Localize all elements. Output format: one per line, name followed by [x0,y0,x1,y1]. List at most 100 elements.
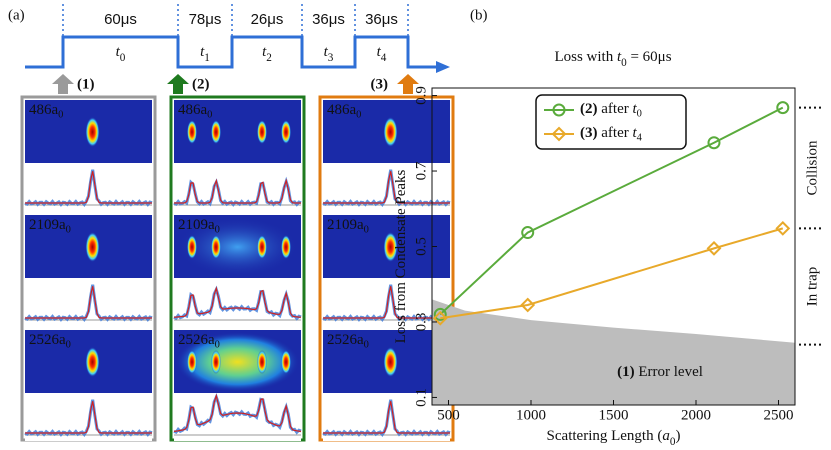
text-part: 4 [381,51,387,63]
scattering-length-label: 486a0 [178,102,212,120]
text-part: 0 [207,110,212,121]
profile-fit [25,171,152,204]
timing-waveform [25,35,438,69]
text-part: t [262,44,267,60]
atom-cloud [211,120,221,144]
text-part: 486 [29,102,52,118]
text-part: Error level [635,364,703,380]
y-tick-label: 0.9 [413,86,429,105]
text-part: Loss from Condensate Peaks [393,169,409,343]
text-part: 0 [120,51,126,63]
text-part: ) [675,428,680,444]
text-part: 0 [670,435,676,447]
atom-cloud [281,120,291,144]
segment-label: t3 [324,44,334,63]
text-part: t [324,44,329,60]
atom-cloud [257,235,267,259]
atom-cloud [187,350,197,374]
text-part: after [598,101,633,117]
data-point [520,297,536,313]
legend-label: (2) after t0 [580,101,642,119]
text-part: a [357,217,364,233]
x-tick-label: 1000 [516,407,546,423]
data-point [521,226,535,240]
profile-fit [173,393,302,432]
legend-marker [551,126,567,142]
y-tick-label: 0.5 [413,237,429,256]
text-part: Loss with [554,49,617,65]
y-tick-label: 0.7 [413,161,429,180]
stage-arrow [167,74,189,94]
profile-fit [323,401,450,434]
scattered-halo [175,217,300,277]
atom-cloud [383,347,398,377]
right-label: Collision [804,140,820,196]
text-part: 2109 [29,217,59,233]
data-point [432,310,448,326]
legend-box [535,94,687,150]
profile-fit [173,286,302,318]
duration-label: 26μs [251,11,284,28]
text-part: 0 [215,340,220,351]
x-tick-label: 2500 [764,407,794,423]
text-part: 2526 [327,332,358,348]
scattering-length-label: 2109a0 [327,217,369,235]
text-part: after [598,125,633,141]
text-part: a [201,102,208,118]
chart-title: Loss with t0 = 60μs [554,49,671,68]
text-part: 0 [364,225,369,236]
text-part: a [59,217,66,233]
atom-cloud [85,117,100,147]
data-point [776,101,790,115]
text-part: a [208,332,215,348]
text-part: 0 [637,109,642,120]
stage-arrow [397,74,419,94]
profile-fit [25,286,152,319]
atom-cloud [281,350,291,374]
atom-cloud [257,350,267,374]
atom-cloud [187,120,197,144]
y-axis-label: Loss from Condensate Peaks [393,169,409,343]
text-part: 1 [204,51,210,63]
text-part: a [208,217,215,233]
text-part: 486 [178,102,201,118]
text-part: 2109 [327,217,357,233]
profile-fit [25,401,152,434]
text-part: (3) [580,125,598,141]
stage-label: (2) [192,76,210,92]
timing-arrow [436,61,450,73]
duration-label: 78μs [189,11,222,28]
stage-label: (3) [371,76,389,92]
right-label: In trap [804,267,820,307]
segment-label: t0 [116,44,126,63]
text-part: a [357,332,364,348]
duration-label: 36μs [312,11,345,28]
profile-fit [323,171,450,204]
atom-cloud [281,235,291,259]
text-part: a [52,102,59,118]
text-part: 0 [364,340,369,351]
segment-label: t2 [262,44,272,63]
scattering-length-label: 2526a0 [178,332,220,350]
x-tick-label: 500 [437,407,460,423]
legend-marker [552,103,566,117]
atom-cloud [383,232,398,262]
text-part: 0 [215,225,220,236]
atom-cloud [383,117,398,147]
data-point [706,240,722,256]
error-label: (1) Error level [617,364,703,380]
series-line [440,227,784,320]
text-part: 2109 [178,217,208,233]
duration-label: 36μs [365,11,398,28]
x-tick-label: 1500 [599,407,629,423]
error-area [432,299,795,405]
atom-cloud [211,350,221,374]
text-part: 3 [328,51,334,63]
text-part: 2526 [178,332,209,348]
profile-fit [174,178,301,204]
text-part: t [200,44,205,60]
scattering-length-label: 2526a0 [29,332,71,350]
text-part: a [59,332,66,348]
atom-cloud [211,235,221,259]
